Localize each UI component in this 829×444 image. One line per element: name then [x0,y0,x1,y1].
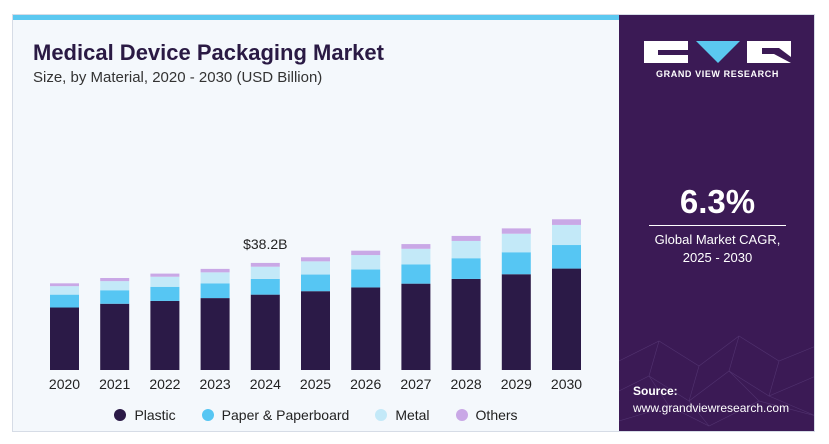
bar-others-2026 [351,250,381,256]
bar-paper-paperboard-2025 [301,274,330,292]
x-tick-label-2027: 2027 [400,376,431,392]
bar-paper-paperboard-2023 [200,283,230,299]
bar-paper-paperboard-2022 [150,286,180,301]
x-tick-label-2028: 2028 [451,376,482,392]
cagr-label: Global Market CAGR, 2025 - 2030 [619,231,814,267]
bar-others-2023 [200,268,230,273]
legend-swatch [201,409,214,421]
legend-item-metal: Metal [375,407,430,423]
x-tick-label-2025: 2025 [300,376,331,392]
x-tick-label-2022: 2022 [149,376,180,392]
bar-metal-2027 [401,248,431,265]
legend-swatch [455,409,468,421]
bar-others-2028 [451,235,481,241]
bar-plastic-2027 [401,283,431,370]
bar-metal-2030 [552,224,581,246]
x-tick-label-2021: 2021 [99,376,130,392]
bar-paper-paperboard-2026 [351,269,381,288]
brand-logo [644,41,791,63]
info-sidebar: GRAND VIEW RESEARCH 6.3% Global Market C… [619,15,814,431]
cagr-label-line2: 2025 - 2030 [682,250,753,265]
bar-paper-paperboard-2030 [552,245,581,269]
bar-others-2021 [100,277,130,282]
legend-label: Paper & Paperboard [221,407,350,423]
bar-metal-2021 [100,281,130,291]
bar-metal-2029 [501,233,531,253]
bar-plastic-2030 [552,268,581,370]
bar-others-2030 [552,219,581,225]
legend-item-plastic: Plastic [114,407,176,423]
bar-paper-paperboard-2029 [501,252,531,275]
bar-metal-2028 [451,240,481,259]
bar-others-2029 [501,228,531,234]
x-tick-label-2020: 2020 [49,376,80,392]
bar-metal-2020 [50,286,79,295]
infographic-card: Medical Device Packaging Market Size, by… [12,14,815,432]
bar-others-2027 [401,244,431,249]
cagr-divider [649,225,786,226]
bar-metal-2024 [250,266,280,279]
bar-plastic-2020 [50,307,79,370]
x-tick-label-2030: 2030 [551,376,582,392]
bar-plastic-2029 [501,274,531,370]
bar-others-2020 [50,283,79,287]
chart-title: Medical Device Packaging Market [33,40,384,65]
chart-legend: Plastic Paper & Paperboard Metal Others [13,404,619,426]
legend-item-others: Others [455,407,518,423]
bar-paper-paperboard-2028 [451,258,481,279]
x-tick-label-2023: 2023 [200,376,231,392]
chart-panel: Medical Device Packaging Market Size, by… [13,15,619,431]
cagr-label-line1: Global Market CAGR, [654,232,781,247]
bar-metal-2023 [200,272,230,284]
network-background [619,335,814,427]
source-url[interactable]: www.grandviewresearch.com [633,401,790,415]
bar-others-2025 [301,257,330,262]
bar-others-2024 [250,262,280,267]
bar-plastic-2024 [250,294,280,370]
bar-paper-paperboard-2020 [50,294,79,308]
brand-name: GRAND VIEW RESEARCH [656,69,779,79]
legend-swatch [114,409,127,421]
legend-label: Others [475,407,518,423]
bar-plastic-2021 [100,303,130,370]
bar-plastic-2022 [150,300,180,370]
x-tick-label-2029: 2029 [501,376,532,392]
bar-metal-2026 [351,255,381,270]
legend-item-paper-paperboard: Paper & Paperboard [201,407,350,423]
legend-label: Metal [395,407,430,423]
legend-label: Plastic [134,407,176,423]
stacked-bar-chart: 2020 2021 2022 2023 2024 $38.2B 2025 2026 2027 20… [49,219,582,392]
bar-paper-paperboard-2021 [100,290,130,304]
bar-plastic-2025 [301,291,330,370]
bar-plastic-2023 [200,298,230,370]
bar-metal-2025 [301,261,330,275]
source-box: Source: www.grandviewresearch.com [633,383,789,417]
bar-paper-paperboard-2024 [250,278,280,295]
x-tick-label-2026: 2026 [350,376,381,392]
bar-plastic-2026 [351,287,381,370]
value-annotation: $38.2B [243,236,287,252]
legend-swatch [375,409,388,421]
chart-subtitle: Size, by Material, 2020 - 2030 (USD Bill… [33,69,323,86]
bar-others-2022 [150,273,180,277]
bar-metal-2022 [150,276,180,287]
cagr-value: 6.3% [679,183,756,220]
source-title: Source: [633,384,678,398]
bar-plastic-2028 [451,278,481,370]
x-tick-label-2024: 2024 [250,376,281,392]
bar-paper-paperboard-2027 [401,264,431,284]
